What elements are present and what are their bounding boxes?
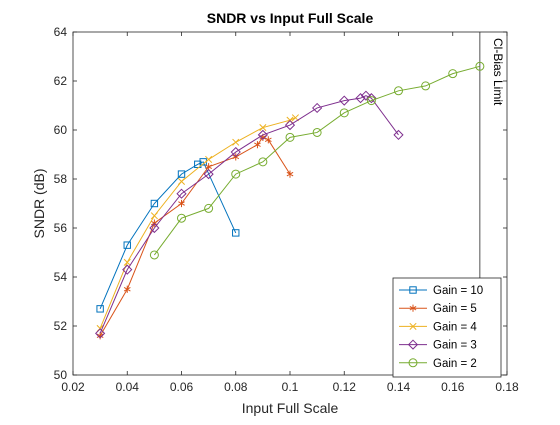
series-line bbox=[153, 65, 481, 256]
data-point bbox=[355, 93, 366, 104]
data-point bbox=[123, 258, 131, 266]
legend-item: Gain = 3 bbox=[399, 339, 477, 352]
x-tick-label: 0.14 bbox=[387, 380, 411, 394]
y-tick-label: 62 bbox=[54, 74, 68, 88]
data-point bbox=[366, 96, 376, 106]
series-5 bbox=[149, 61, 485, 260]
data-point bbox=[284, 119, 296, 131]
data-point bbox=[286, 170, 294, 178]
x-tick-label: 0.16 bbox=[441, 380, 465, 394]
data-point bbox=[312, 102, 323, 114]
series-layer bbox=[95, 61, 485, 340]
data-point bbox=[394, 86, 403, 96]
x-axis-label: Input Full Scale bbox=[242, 400, 339, 416]
y-tick-label: 60 bbox=[54, 123, 68, 137]
data-point bbox=[177, 177, 186, 186]
x-tick-label: 0.04 bbox=[116, 380, 140, 394]
legend-marker bbox=[408, 358, 418, 368]
data-point bbox=[258, 157, 268, 167]
legend-item: Gain = 5 bbox=[399, 303, 477, 315]
y-tick-label: 54 bbox=[54, 270, 68, 284]
legend-marker bbox=[409, 286, 417, 294]
legend-label: Gain = 5 bbox=[433, 303, 477, 315]
data-point bbox=[122, 264, 133, 275]
data-point bbox=[257, 129, 268, 141]
data-point bbox=[150, 212, 158, 220]
data-point bbox=[149, 222, 160, 234]
data-point bbox=[150, 199, 159, 208]
data-point bbox=[259, 123, 267, 132]
data-point bbox=[339, 95, 350, 106]
data-point bbox=[366, 93, 377, 104]
limit-label: Cl-Bias Limit bbox=[491, 38, 505, 106]
y-tick-label: 58 bbox=[54, 172, 68, 186]
legend-item: Gain = 4 bbox=[399, 321, 477, 333]
data-point bbox=[123, 285, 131, 293]
y-axis-label: SNDR (dB) bbox=[31, 168, 47, 238]
x-tick-label: 0.1 bbox=[282, 380, 299, 394]
series-line bbox=[99, 161, 237, 310]
x-tick-label: 0.08 bbox=[224, 380, 248, 394]
x-tick-label: 0.02 bbox=[61, 380, 85, 394]
legend-label: Gain = 3 bbox=[433, 340, 477, 352]
data-point bbox=[285, 132, 295, 142]
x-tick-label: 0.12 bbox=[333, 380, 357, 394]
legend: Gain = 10 Gain = 5 Gain = 4 Gain = 3 Gain = … bbox=[392, 277, 502, 378]
y-axis-ticks: 50 52 54 56 58 60 62 64 bbox=[54, 25, 507, 382]
data-point bbox=[232, 229, 240, 237]
data-point bbox=[149, 250, 159, 260]
data-point bbox=[177, 170, 186, 178]
legend-marker bbox=[409, 322, 417, 330]
data-point bbox=[176, 188, 187, 199]
data-point bbox=[177, 213, 186, 223]
legend-item: Gain = 2 bbox=[399, 358, 477, 370]
data-point bbox=[95, 328, 106, 339]
data-point bbox=[194, 160, 202, 169]
data-point bbox=[123, 241, 131, 249]
data-point bbox=[178, 199, 185, 208]
data-point bbox=[264, 136, 272, 144]
y-tick-label: 56 bbox=[54, 221, 68, 235]
data-point bbox=[448, 69, 458, 79]
data-point bbox=[421, 81, 431, 91]
data-point bbox=[205, 155, 213, 163]
chart-title: SNDR vs Input Full Scale bbox=[207, 10, 374, 26]
legend-marker bbox=[407, 339, 419, 350]
data-point bbox=[254, 141, 261, 149]
legend-marker bbox=[409, 304, 417, 312]
x-tick-label: 0.18 bbox=[495, 380, 519, 394]
data-point bbox=[96, 305, 104, 313]
series-4 bbox=[95, 90, 404, 339]
data-point bbox=[360, 90, 372, 101]
data-point bbox=[203, 168, 214, 180]
data-point bbox=[231, 169, 241, 179]
series-line bbox=[99, 95, 399, 334]
legend-box bbox=[392, 277, 502, 378]
data-point bbox=[232, 138, 240, 146]
data-point bbox=[339, 108, 349, 118]
legend-item: Gain = 10 bbox=[399, 285, 483, 297]
legend-label: Gain = 4 bbox=[433, 321, 477, 333]
y-tick-label: 50 bbox=[54, 368, 68, 382]
data-point bbox=[475, 61, 485, 71]
data-point bbox=[393, 129, 404, 141]
y-tick-label: 52 bbox=[54, 319, 68, 333]
data-point bbox=[204, 203, 214, 213]
y-tick-label: 64 bbox=[54, 25, 68, 39]
x-tick-label: 0.06 bbox=[170, 380, 194, 394]
data-point bbox=[312, 127, 322, 137]
data-point bbox=[230, 146, 241, 158]
legend-label: Gain = 2 bbox=[433, 358, 477, 370]
legend-label: Gain = 10 bbox=[433, 285, 483, 297]
